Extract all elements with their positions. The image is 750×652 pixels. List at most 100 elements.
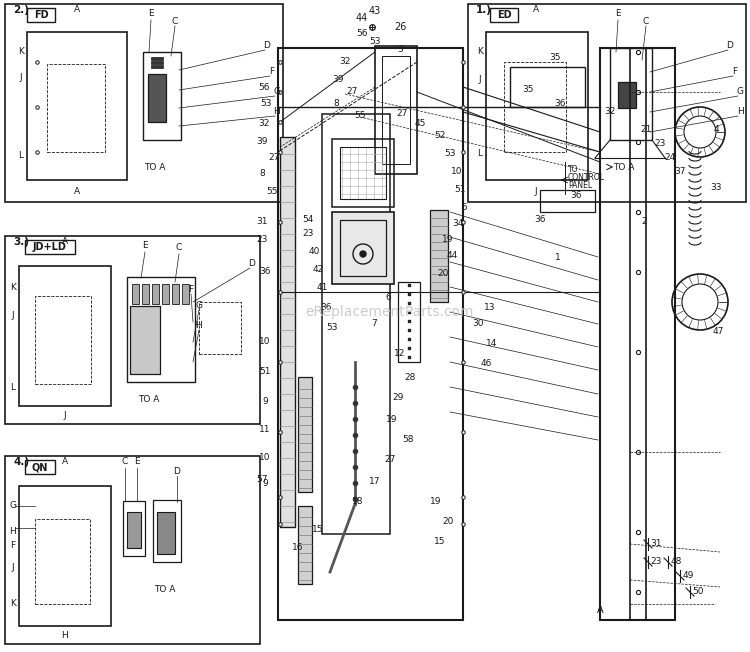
Text: 15: 15 bbox=[312, 526, 324, 535]
Bar bbox=[199, 302, 241, 354]
Text: 52: 52 bbox=[434, 132, 445, 140]
Bar bbox=[25, 240, 75, 254]
Bar bbox=[5, 4, 283, 202]
Bar bbox=[172, 284, 179, 304]
Bar bbox=[123, 501, 145, 556]
Bar bbox=[298, 506, 312, 584]
Text: CONTROL: CONTROL bbox=[568, 173, 605, 183]
Bar bbox=[618, 82, 636, 108]
Text: QN: QN bbox=[32, 462, 48, 472]
Text: A: A bbox=[597, 605, 603, 615]
Bar bbox=[127, 512, 141, 548]
Bar bbox=[504, 62, 566, 152]
Text: TO: TO bbox=[568, 166, 578, 175]
Text: 57: 57 bbox=[256, 475, 268, 484]
Text: 20: 20 bbox=[437, 269, 448, 278]
Text: 16: 16 bbox=[292, 542, 304, 552]
Text: 15: 15 bbox=[434, 537, 445, 546]
Text: H: H bbox=[736, 108, 743, 117]
Text: G: G bbox=[274, 87, 280, 96]
Bar bbox=[27, 32, 127, 180]
Text: 3.): 3.) bbox=[13, 237, 29, 247]
Text: 43: 43 bbox=[369, 6, 381, 16]
Text: 23: 23 bbox=[654, 140, 666, 149]
Bar bbox=[340, 220, 386, 276]
Text: 1.): 1.) bbox=[476, 5, 492, 15]
Text: 31: 31 bbox=[650, 539, 662, 548]
Text: 4: 4 bbox=[713, 125, 718, 134]
Text: TO A: TO A bbox=[144, 162, 166, 171]
Text: 53: 53 bbox=[260, 100, 272, 108]
Bar bbox=[151, 65, 163, 68]
Bar bbox=[382, 56, 410, 164]
Text: 54: 54 bbox=[302, 216, 313, 224]
Text: 10: 10 bbox=[452, 168, 463, 177]
Text: 35: 35 bbox=[549, 53, 561, 61]
Bar bbox=[162, 284, 169, 304]
Bar bbox=[35, 296, 91, 384]
Text: 37: 37 bbox=[674, 168, 686, 177]
Text: 18: 18 bbox=[352, 497, 364, 507]
Text: 47: 47 bbox=[712, 327, 724, 336]
Text: F: F bbox=[269, 68, 274, 76]
Text: 58: 58 bbox=[402, 436, 414, 445]
Bar bbox=[27, 8, 55, 22]
Bar bbox=[143, 52, 181, 140]
Text: K: K bbox=[10, 599, 16, 608]
Text: 9: 9 bbox=[262, 398, 268, 406]
Text: 11: 11 bbox=[260, 426, 271, 434]
Text: 33: 33 bbox=[710, 183, 722, 192]
Text: TO A: TO A bbox=[138, 396, 160, 404]
Text: K: K bbox=[10, 284, 16, 293]
Text: 19: 19 bbox=[442, 235, 454, 244]
Bar bbox=[5, 456, 260, 644]
Bar bbox=[151, 61, 163, 64]
Text: J: J bbox=[64, 411, 66, 421]
Text: H: H bbox=[196, 321, 202, 331]
Text: 39: 39 bbox=[256, 138, 268, 147]
Bar bbox=[298, 377, 312, 492]
Text: 44: 44 bbox=[446, 252, 458, 261]
Text: F: F bbox=[188, 286, 194, 295]
Text: 10: 10 bbox=[260, 338, 271, 346]
Bar bbox=[398, 282, 420, 362]
Text: 8: 8 bbox=[260, 170, 265, 179]
Text: 42: 42 bbox=[312, 265, 324, 274]
Text: F: F bbox=[10, 542, 16, 550]
Text: A: A bbox=[62, 237, 68, 246]
Bar bbox=[157, 512, 175, 554]
Text: C: C bbox=[643, 18, 649, 27]
Text: 34: 34 bbox=[452, 220, 464, 228]
Text: 27: 27 bbox=[268, 153, 280, 162]
Text: J: J bbox=[535, 188, 537, 196]
Bar bbox=[25, 460, 55, 474]
Text: 36: 36 bbox=[554, 100, 566, 108]
Text: A: A bbox=[74, 188, 80, 196]
Bar bbox=[540, 190, 595, 212]
Text: 9: 9 bbox=[262, 479, 268, 488]
Text: 28: 28 bbox=[404, 372, 416, 381]
Text: H: H bbox=[10, 527, 16, 535]
Text: 49: 49 bbox=[682, 572, 694, 580]
Bar bbox=[151, 57, 163, 60]
Text: 2.): 2.) bbox=[13, 5, 29, 15]
Bar bbox=[510, 67, 585, 107]
Text: 40: 40 bbox=[308, 248, 320, 256]
Text: 24: 24 bbox=[664, 153, 676, 162]
Text: 13: 13 bbox=[484, 303, 496, 312]
Circle shape bbox=[360, 251, 366, 257]
Text: 39: 39 bbox=[332, 76, 344, 85]
Text: 17: 17 bbox=[369, 477, 381, 486]
Text: 32: 32 bbox=[339, 57, 351, 67]
Text: 32: 32 bbox=[258, 119, 270, 128]
Text: 23: 23 bbox=[650, 557, 662, 567]
Text: 23: 23 bbox=[302, 230, 313, 239]
Text: J: J bbox=[12, 312, 14, 321]
Bar bbox=[630, 48, 646, 620]
Text: 51: 51 bbox=[454, 186, 466, 194]
Text: 4.): 4.) bbox=[13, 457, 29, 467]
Bar bbox=[152, 284, 159, 304]
Text: J: J bbox=[478, 76, 482, 85]
Text: TO A: TO A bbox=[614, 162, 634, 171]
Text: 32: 32 bbox=[604, 108, 616, 117]
